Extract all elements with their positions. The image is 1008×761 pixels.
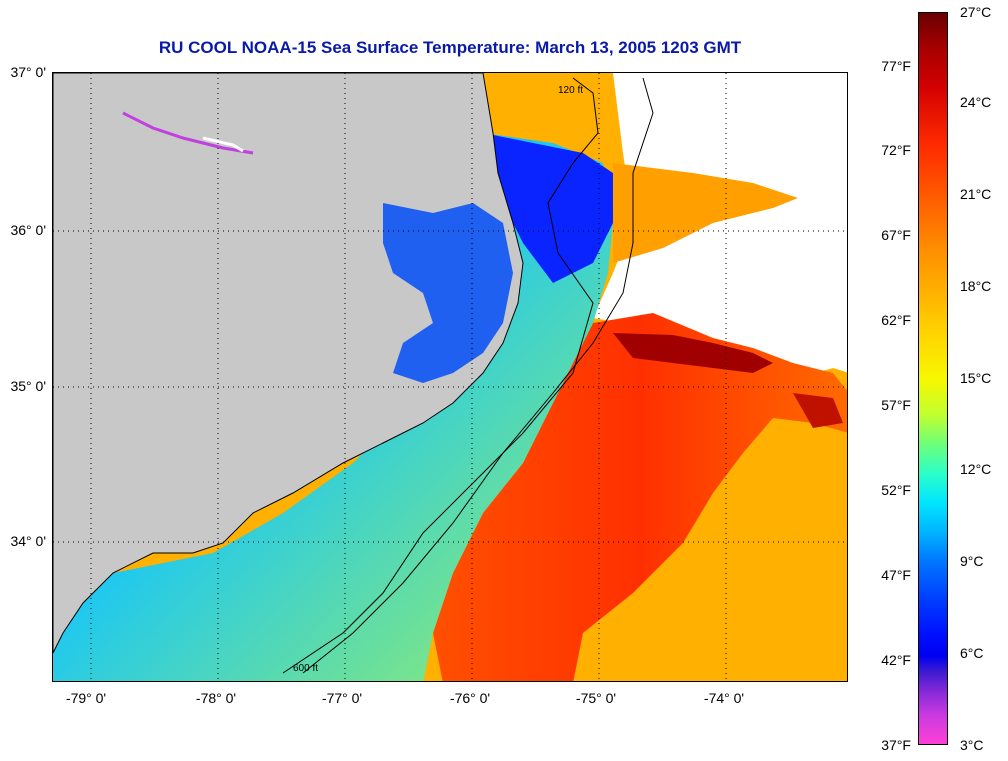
lat-label-36: 36° 0'	[10, 222, 46, 238]
colorbar-f-47: 47°F	[881, 567, 911, 583]
colorbar-c-18: 18°C	[960, 278, 992, 294]
colorbar-c-9: 9°C	[960, 553, 984, 569]
hottest-patch	[613, 333, 773, 373]
colorbar-c-3: 3°C	[960, 737, 984, 753]
lon-label-75: -75° 0'	[575, 690, 617, 706]
colorbar-c-15: 15°C	[960, 370, 992, 386]
sst-map[interactable]: 120 ft 600 ft	[52, 72, 848, 682]
lon-label-78: -78° 0'	[195, 690, 237, 706]
lon-label-79: -79° 0'	[65, 690, 107, 706]
colorbar-c-21: 21°C	[960, 186, 992, 202]
contour-label-120: 120 ft	[558, 85, 583, 96]
lon-label-76: -76° 0'	[449, 690, 491, 706]
colorbar-f-77: 77°F	[881, 58, 911, 74]
colorbar-f-52: 52°F	[881, 482, 911, 498]
colorbar-f-67: 67°F	[881, 227, 911, 243]
colorbar-f-62: 62°F	[881, 312, 911, 328]
colorbar-f-57: 57°F	[881, 397, 911, 413]
lat-label-37: 37° 0'	[10, 64, 46, 80]
lat-label-34: 34° 0'	[10, 533, 46, 549]
inland-river-1	[122, 111, 254, 155]
lat-label-35: 35° 0'	[10, 378, 46, 394]
graticule	[53, 73, 847, 681]
inland-river-2	[202, 136, 244, 153]
sst-map-canvas: 120 ft 600 ft	[53, 73, 847, 681]
colorbar-c-6: 6°C	[960, 645, 984, 661]
gulf-stream	[433, 313, 847, 681]
colorbar-f-42: 42°F	[881, 652, 911, 668]
contour-label-600: 600 ft	[293, 663, 318, 674]
cloud-mask	[593, 73, 847, 378]
colorbar-c-27: 27°C	[960, 4, 992, 20]
hot-patch-east	[793, 393, 843, 428]
colorbar-c-12: 12°C	[960, 461, 992, 477]
colorbar-c-24: 24°C	[960, 94, 992, 110]
lon-label-77: -77° 0'	[321, 690, 363, 706]
pamlico-sound	[383, 203, 513, 383]
temperature-colorbar	[918, 12, 948, 745]
lon-label-74: -74° 0'	[703, 690, 745, 706]
cold-patch	[483, 133, 613, 283]
colorbar-f-72: 72°F	[881, 142, 911, 158]
map-title: RU COOL NOAA-15 Sea Surface Temperature:…	[158, 38, 742, 57]
warm-filament	[613, 163, 798, 263]
contour-600ft	[302, 77, 654, 674]
contour-120ft	[282, 77, 599, 674]
colorbar-f-37: 37°F	[881, 737, 911, 753]
